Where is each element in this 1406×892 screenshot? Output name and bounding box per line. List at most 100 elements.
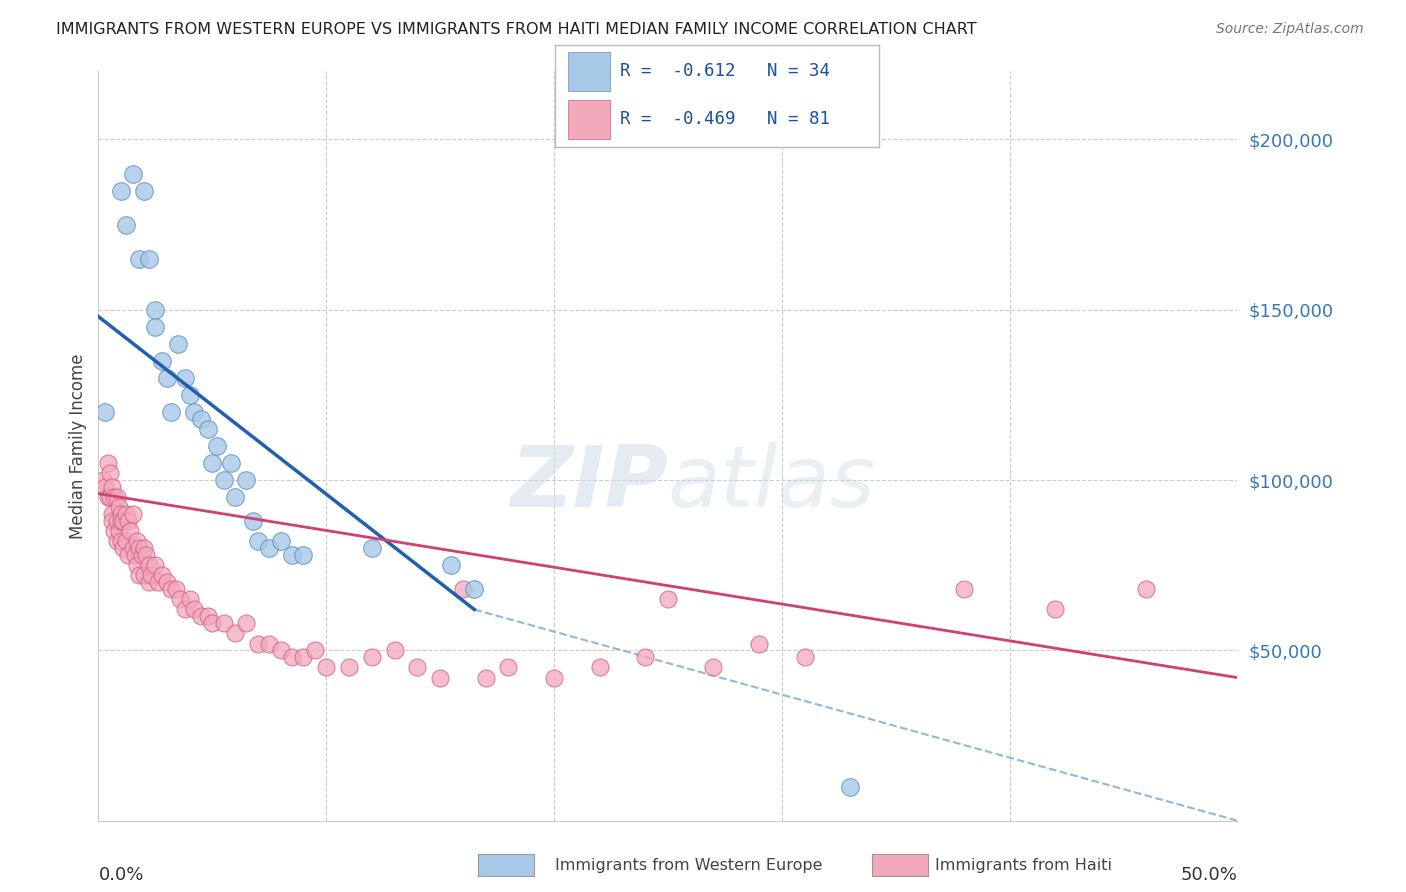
Point bbox=[124, 548, 146, 562]
Point bbox=[543, 671, 565, 685]
Point bbox=[128, 252, 150, 266]
Text: Immigrants from Western Europe: Immigrants from Western Europe bbox=[555, 858, 823, 872]
Point bbox=[212, 473, 235, 487]
Point bbox=[167, 336, 190, 351]
Point bbox=[224, 626, 246, 640]
Point bbox=[135, 548, 157, 562]
Point bbox=[748, 636, 770, 650]
Point bbox=[270, 643, 292, 657]
Point bbox=[112, 541, 135, 556]
Point bbox=[440, 558, 463, 573]
Point bbox=[101, 507, 124, 521]
Point bbox=[219, 456, 242, 470]
Point bbox=[292, 650, 315, 665]
Point bbox=[197, 609, 219, 624]
Point bbox=[105, 534, 128, 549]
Text: 50.0%: 50.0% bbox=[1181, 865, 1237, 884]
Point bbox=[190, 609, 212, 624]
Point bbox=[98, 467, 121, 481]
Point bbox=[474, 671, 496, 685]
Point bbox=[793, 650, 815, 665]
Point bbox=[235, 473, 257, 487]
Point bbox=[174, 602, 197, 616]
Point bbox=[117, 548, 139, 562]
Point bbox=[98, 490, 121, 504]
Point bbox=[120, 524, 142, 538]
Point bbox=[138, 575, 160, 590]
Point bbox=[197, 422, 219, 436]
Point bbox=[110, 507, 132, 521]
Point bbox=[169, 592, 191, 607]
Point bbox=[1135, 582, 1157, 596]
Point bbox=[183, 602, 205, 616]
Text: R =  -0.469   N = 81: R = -0.469 N = 81 bbox=[620, 111, 830, 128]
Point bbox=[138, 558, 160, 573]
Point bbox=[128, 541, 150, 556]
Point bbox=[91, 473, 114, 487]
Point bbox=[246, 534, 269, 549]
Point bbox=[145, 319, 167, 334]
Point bbox=[103, 490, 125, 504]
Point bbox=[132, 184, 155, 198]
Point bbox=[94, 405, 117, 419]
Point bbox=[101, 480, 124, 494]
Point bbox=[183, 405, 205, 419]
Point bbox=[132, 541, 155, 556]
Point bbox=[270, 534, 292, 549]
Point bbox=[114, 534, 136, 549]
Point bbox=[224, 490, 246, 504]
Point bbox=[281, 650, 304, 665]
Text: ZIP: ZIP bbox=[510, 442, 668, 525]
Point bbox=[117, 514, 139, 528]
Point bbox=[114, 218, 136, 232]
Point bbox=[131, 548, 153, 562]
Point bbox=[315, 660, 337, 674]
Point bbox=[156, 371, 179, 385]
Point bbox=[259, 636, 281, 650]
Text: 0.0%: 0.0% bbox=[98, 865, 143, 884]
Point bbox=[110, 514, 132, 528]
Point bbox=[105, 514, 128, 528]
Point bbox=[108, 500, 131, 515]
Point bbox=[105, 490, 128, 504]
Point bbox=[146, 575, 169, 590]
Point bbox=[259, 541, 281, 556]
Point bbox=[96, 456, 118, 470]
Point bbox=[360, 541, 382, 556]
Point bbox=[165, 582, 187, 596]
Point bbox=[839, 780, 862, 794]
Point bbox=[110, 534, 132, 549]
Point bbox=[634, 650, 657, 665]
Point bbox=[429, 671, 451, 685]
Point bbox=[179, 592, 201, 607]
Point bbox=[212, 616, 235, 631]
Point bbox=[360, 650, 382, 665]
Point bbox=[174, 371, 197, 385]
Point bbox=[110, 184, 132, 198]
Point bbox=[101, 514, 124, 528]
Text: IMMIGRANTS FROM WESTERN EUROPE VS IMMIGRANTS FROM HAITI MEDIAN FAMILY INCOME COR: IMMIGRANTS FROM WESTERN EUROPE VS IMMIGR… bbox=[56, 22, 977, 37]
Point bbox=[304, 643, 326, 657]
Point bbox=[246, 636, 269, 650]
Point bbox=[138, 252, 160, 266]
Text: atlas: atlas bbox=[668, 442, 876, 525]
Point bbox=[953, 582, 976, 596]
Point bbox=[160, 582, 183, 596]
Point bbox=[406, 660, 429, 674]
Point bbox=[451, 582, 474, 596]
Point bbox=[292, 548, 315, 562]
Point bbox=[150, 568, 173, 582]
Point bbox=[127, 558, 149, 573]
Point bbox=[139, 568, 162, 582]
Point bbox=[498, 660, 520, 674]
Point bbox=[145, 302, 167, 317]
Point bbox=[114, 507, 136, 521]
Point bbox=[179, 388, 201, 402]
Y-axis label: Median Family Income: Median Family Income bbox=[69, 353, 87, 539]
Text: R =  -0.612   N = 34: R = -0.612 N = 34 bbox=[620, 62, 830, 80]
Point bbox=[463, 582, 485, 596]
Point bbox=[235, 616, 257, 631]
Bar bbox=[568, 52, 610, 91]
Point bbox=[121, 507, 143, 521]
Point bbox=[190, 411, 212, 425]
